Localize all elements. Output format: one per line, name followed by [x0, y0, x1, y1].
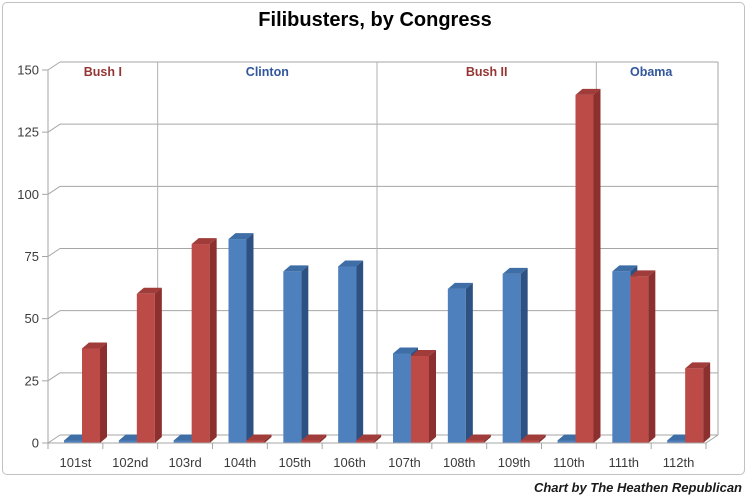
bar-red-104th-side: [264, 434, 272, 443]
floor-right-depth-edge: [705, 434, 719, 444]
bar-red-102nd-front: [136, 293, 155, 443]
bar-red-107th-side: [429, 349, 436, 443]
bar-blue-108th-front: [447, 288, 466, 443]
category-label-103rd: 103rd: [168, 455, 201, 470]
bar-red-104th-top: [246, 434, 272, 441]
bar-red-105th-front: [301, 440, 320, 443]
y-tick-label-0: 0: [32, 436, 39, 451]
bar-red-107th-front: [411, 355, 429, 443]
gridline-depth-connector-150: [47, 61, 61, 71]
bar-red-110th-front: [575, 94, 594, 443]
bar-red-103rd-top: [191, 238, 217, 245]
bar-red-108th-side: [483, 434, 491, 443]
bar-blue-104th-top: [228, 233, 254, 240]
y-tick-label-50: 50: [25, 311, 39, 326]
bar-blue-111th-front: [612, 271, 631, 443]
bar-blue-108th-top: [447, 282, 473, 289]
bar-red-109th-front: [520, 440, 539, 443]
bar-blue-108th-side: [465, 282, 473, 443]
bar-red-106th-top: [356, 434, 382, 441]
y-tick-label-100: 100: [17, 187, 39, 202]
bar-red-102nd-top: [136, 287, 162, 294]
category-label-109th: 109th: [498, 455, 531, 470]
bar-red-112th-side: [703, 362, 711, 443]
bar-blue-109th-top: [502, 267, 528, 274]
bar-red-107th-top: [411, 349, 436, 356]
bar-red-112th-front: [685, 368, 704, 443]
category-label-107th: 107th: [388, 455, 421, 470]
category-label-105th: 105th: [278, 455, 311, 470]
bar-red-110th-side: [593, 88, 601, 443]
bar-blue-112th-front: [667, 440, 686, 443]
bar-blue-103rd-front: [173, 440, 192, 443]
bar-red-103rd-side: [209, 238, 217, 443]
y-tick-label-125: 125: [17, 125, 39, 140]
bar-blue-105th-front: [283, 271, 302, 443]
category-label-111th: 111th: [608, 455, 639, 470]
category-label-108th: 108th: [443, 455, 476, 470]
bar-red-101st-front: [82, 348, 100, 443]
bar-blue-106th-top: [338, 260, 364, 267]
bar-red-101st-side: [100, 342, 107, 443]
gridline-depth-connector-0: [47, 434, 61, 444]
era-label-bush-ii: Bush II: [466, 65, 508, 79]
y-tick-label-150: 150: [17, 63, 39, 78]
bar-blue-107th-front: [393, 353, 411, 443]
bar-red-105th-top: [301, 434, 327, 441]
gridline-depth-connector-125: [47, 123, 61, 133]
bar-blue-106th-side: [356, 260, 364, 443]
chart-caption: Chart by The Heathen Republican: [533, 480, 742, 495]
bar-red-106th-side: [374, 434, 382, 443]
bar-blue-104th-front: [228, 239, 247, 443]
bar-blue-102nd-front: [118, 440, 137, 443]
bar-red-102nd-side: [154, 287, 162, 443]
y-tick-label-25: 25: [25, 373, 39, 388]
bar-blue-109th-side: [520, 267, 528, 443]
bar-blue-107th-top: [393, 347, 418, 354]
bar-blue-106th-front: [338, 266, 357, 443]
category-label-106th: 106th: [333, 455, 366, 470]
bar-blue-111th-top: [612, 265, 638, 272]
category-label-104th: 104th: [224, 455, 257, 470]
bar-red-112th-top: [685, 362, 711, 369]
bar-red-110th-top: [575, 88, 601, 95]
era-label-obama: Obama: [630, 65, 673, 79]
bar-red-109th-top: [520, 434, 546, 441]
gridline-depth-connector-100: [47, 185, 61, 195]
bar-blue-101st-front: [64, 440, 82, 443]
bar-blue-105th-side: [301, 265, 309, 443]
category-label-112th: 112th: [663, 455, 695, 470]
bar-red-111th-top: [630, 270, 656, 277]
gridline-depth-connector-75: [47, 248, 61, 257]
bar-red-106th-front: [356, 440, 375, 443]
bar-red-109th-side: [538, 434, 546, 443]
gridline-depth-connector-50: [47, 310, 61, 320]
era-label-bush-i: Bush I: [84, 65, 122, 79]
chart-title: Filibusters, by Congress: [258, 9, 492, 31]
bar-red-111th-side: [648, 270, 656, 443]
category-label-102nd: 102nd: [112, 455, 148, 470]
bar-red-108th-front: [465, 440, 484, 443]
bar-red-104th-front: [246, 440, 265, 443]
bar-red-111th-front: [630, 276, 649, 443]
bar-blue-105th-top: [283, 265, 309, 272]
era-label-clinton: Clinton: [246, 65, 289, 79]
y-tick-label-75: 75: [25, 249, 39, 264]
gridline-depth-connector-25: [47, 372, 61, 382]
category-label-101st: 101st: [60, 455, 92, 470]
bar-blue-109th-front: [502, 273, 521, 443]
bar-red-105th-side: [319, 434, 327, 443]
category-label-110th: 110th: [553, 455, 585, 470]
bar-red-103rd-front: [191, 244, 210, 443]
bar-blue-110th-front: [557, 440, 576, 443]
bar-blue-104th-side: [246, 233, 254, 443]
bar-red-108th-top: [465, 434, 491, 441]
bar-red-101st-top: [82, 342, 107, 349]
